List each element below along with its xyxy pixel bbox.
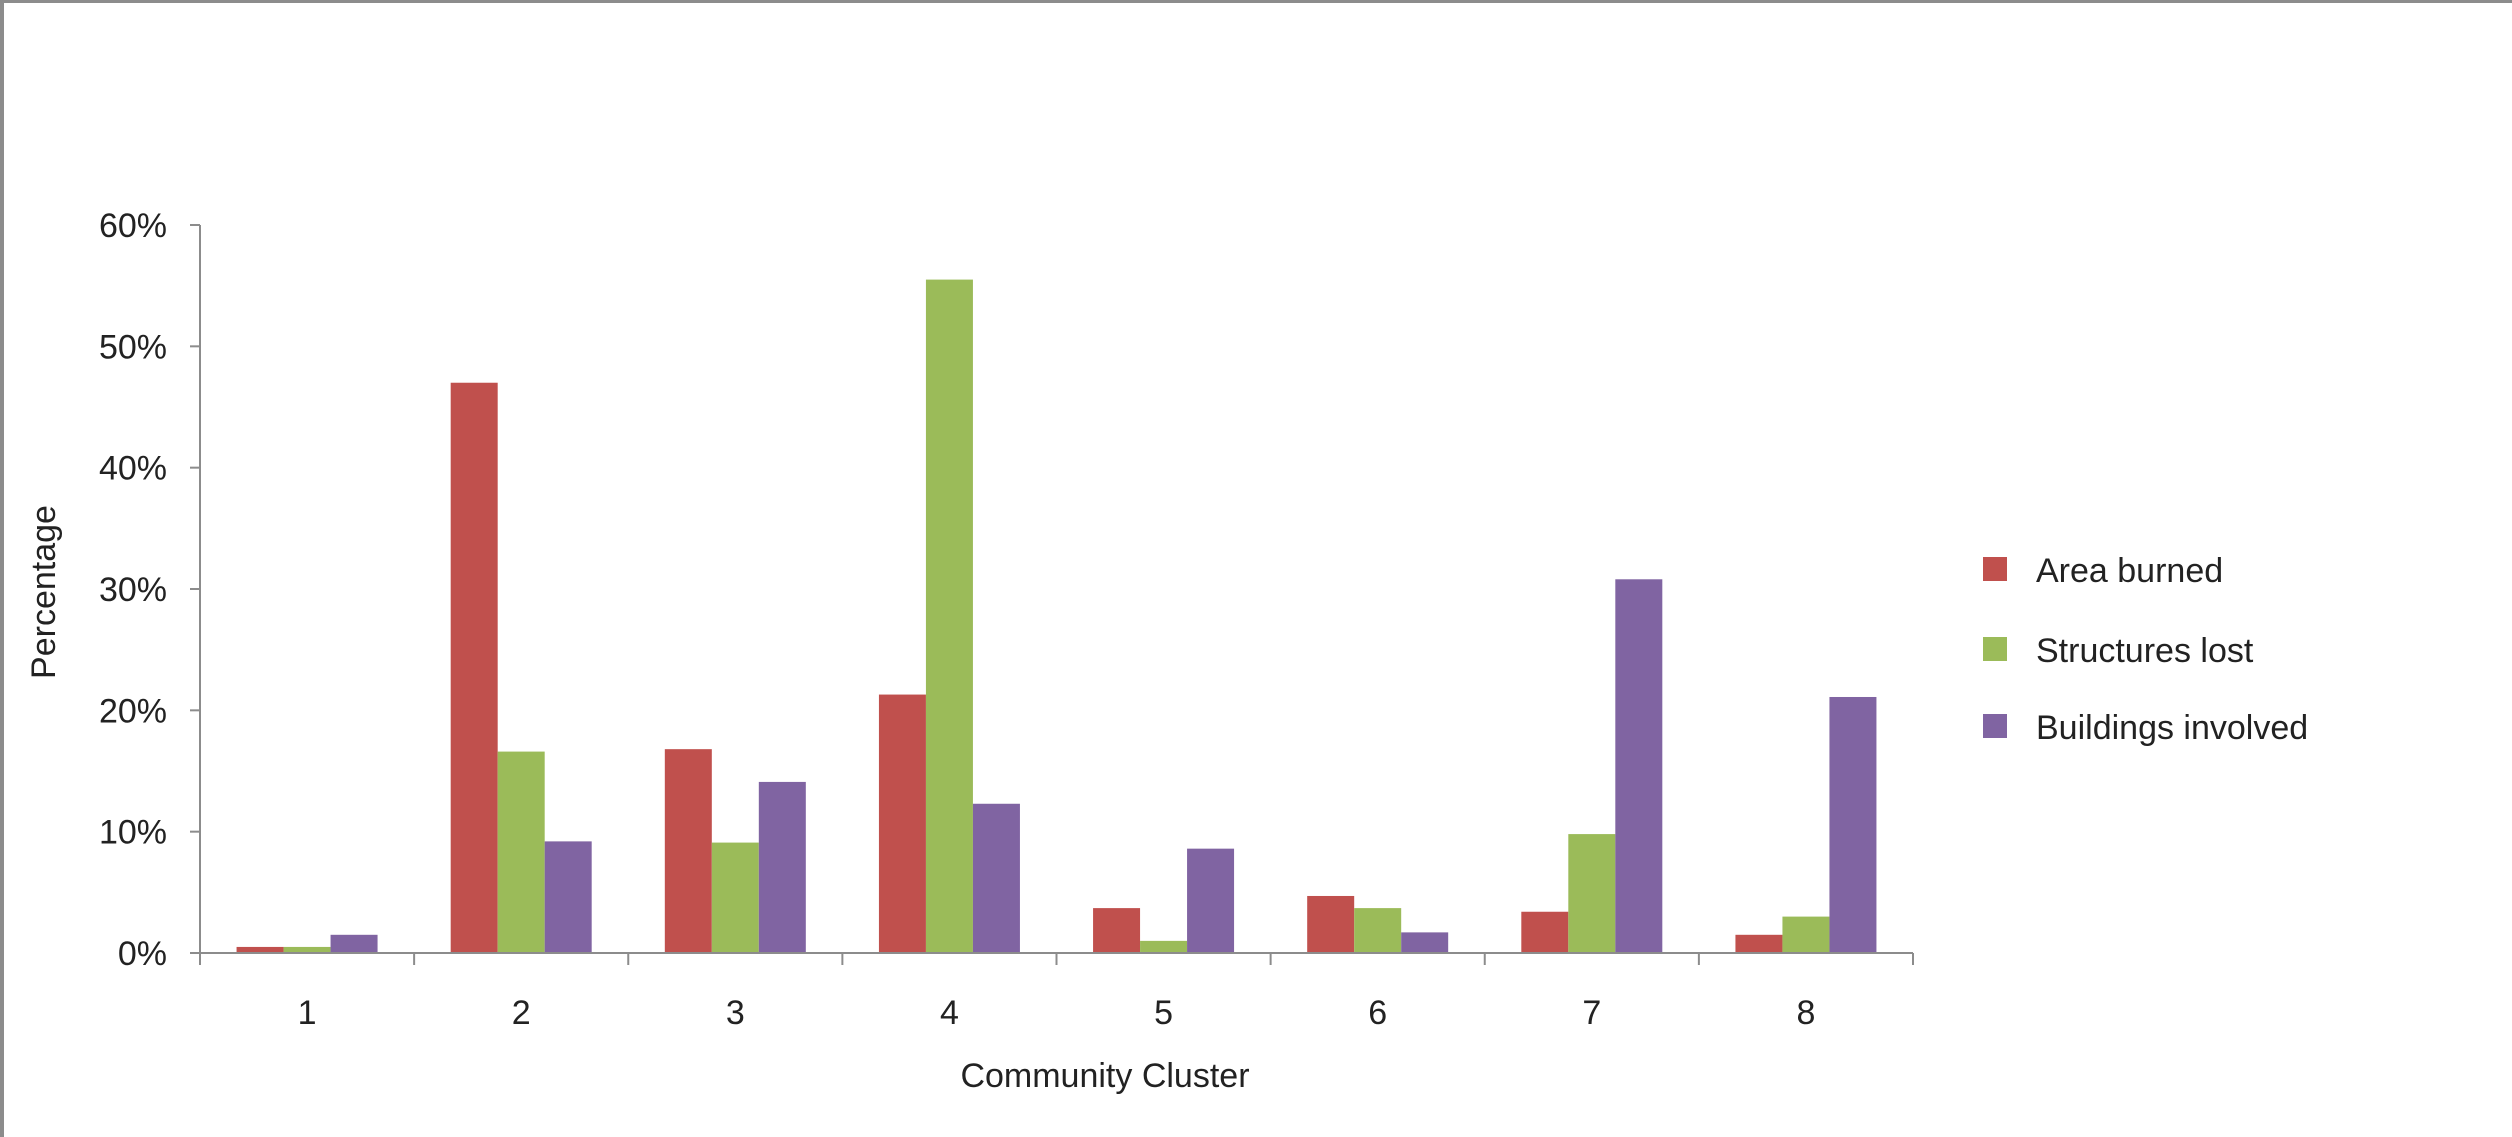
y-tick-label: 30% — [99, 571, 167, 609]
x-tick-label: 7 — [1582, 994, 1601, 1032]
legend-label-buildings-involved: Buildings involved — [2036, 709, 2308, 747]
bar-structures-lost-1 — [283, 946, 331, 953]
x-tick-label: 3 — [726, 994, 745, 1032]
y-tick-label: 0% — [118, 935, 167, 973]
bar-buildings-involved-2 — [544, 841, 592, 953]
y-tick-label: 10% — [99, 814, 167, 852]
bar-buildings-involved-5 — [1187, 848, 1235, 953]
bar-area-burned-8 — [1735, 934, 1783, 953]
bar-buildings-involved-4 — [972, 803, 1020, 953]
bar-structures-lost-8 — [1782, 916, 1830, 953]
legend-swatch-buildings-involved — [1983, 714, 2007, 738]
x-tick-label: 5 — [1154, 994, 1173, 1032]
bars-group — [236, 279, 1877, 954]
legend-label-structures-lost: Structures lost — [2036, 632, 2254, 670]
y-tick-label: 50% — [99, 328, 167, 366]
x-axis-ticks: 1 2 3 4 5 6 7 8 — [199, 953, 1914, 1032]
bar-buildings-involved-8 — [1829, 696, 1877, 953]
bar-structures-lost-2 — [497, 751, 545, 953]
bar-area-burned-5 — [1093, 908, 1141, 953]
y-axis-title: Percentage — [25, 505, 63, 679]
bar-area-burned-7 — [1521, 911, 1569, 953]
x-tick-label: 1 — [298, 994, 317, 1032]
bar-area-burned-3 — [664, 749, 712, 953]
bar-area-burned-4 — [878, 694, 926, 953]
x-tick-label: 6 — [1368, 994, 1387, 1032]
bar-buildings-involved-7 — [1615, 579, 1663, 953]
bar-area-burned-2 — [450, 382, 498, 953]
x-tick-label: 8 — [1796, 994, 1815, 1032]
bar-structures-lost-5 — [1140, 940, 1188, 953]
y-axis-ticks: 0% 10% 20% 30% 40% 50% 60% — [99, 207, 200, 973]
legend-label-area-burned: Area burned — [2036, 552, 2223, 590]
bar-structures-lost-4 — [925, 279, 973, 954]
y-tick-label: 20% — [99, 692, 167, 730]
bar-buildings-involved-3 — [758, 781, 806, 953]
bar-area-burned-1 — [236, 946, 284, 953]
bar-structures-lost-7 — [1568, 834, 1616, 953]
y-tick-label: 40% — [99, 450, 167, 488]
x-tick-label: 2 — [512, 994, 531, 1032]
x-tick-label: 4 — [940, 994, 959, 1032]
bar-structures-lost-3 — [711, 842, 759, 953]
legend-swatch-structures-lost — [1983, 637, 2007, 661]
legend-swatch-area-burned — [1983, 557, 2007, 581]
y-tick-label: 60% — [99, 207, 167, 245]
bar-buildings-involved-1 — [330, 934, 378, 953]
legend: Area burned Structures lost Buildings invo… — [1983, 552, 2308, 747]
bar-buildings-involved-6 — [1401, 932, 1449, 953]
bar-structures-lost-6 — [1354, 908, 1402, 953]
bar-area-burned-6 — [1307, 895, 1355, 953]
x-axis-title: Community Cluster — [960, 1057, 1249, 1095]
